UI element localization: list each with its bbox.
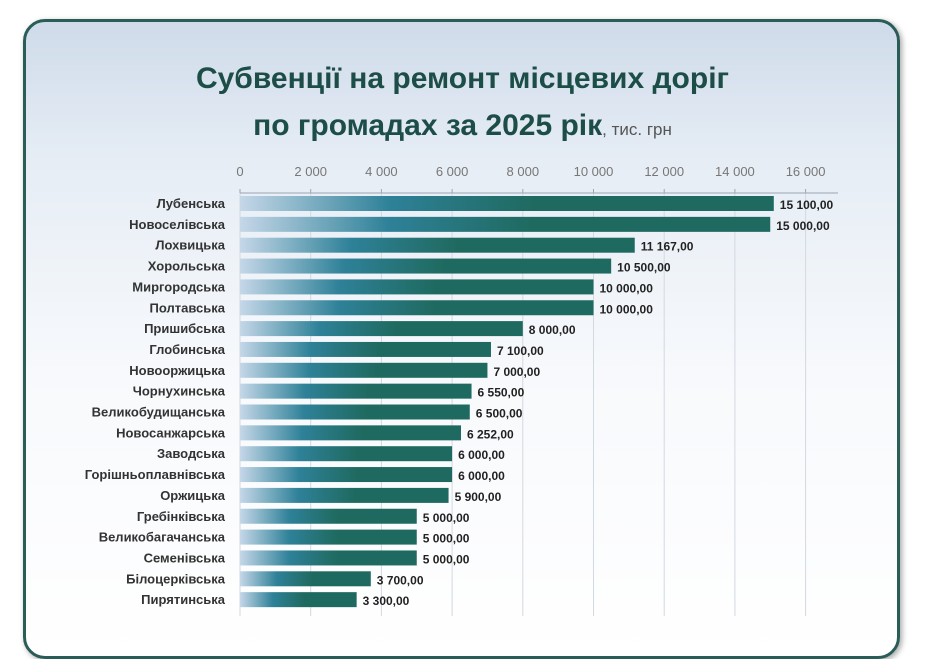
bar [240, 279, 594, 295]
category-label: Новооржицька [129, 363, 225, 378]
category-label: Чорнухинська [133, 384, 226, 399]
data-label: 5 000,00 [423, 552, 470, 566]
category-label: Новосанжарська [116, 425, 226, 440]
bar [240, 550, 417, 566]
category-label: Лохвицька [155, 238, 225, 253]
x-tick-label: 4 000 [365, 164, 398, 179]
x-tick-label: 10 000 [574, 164, 614, 179]
bar [240, 216, 771, 232]
category-label: Великобудищанська [92, 405, 226, 420]
category-label: Лубенська [157, 196, 226, 211]
bar [240, 196, 774, 211]
category-label: Семенівська [144, 550, 226, 565]
chart-card [23, 19, 900, 659]
category-label: Оржицька [160, 488, 226, 503]
bar [240, 425, 462, 441]
bar [240, 467, 453, 483]
data-label: 6 000,00 [458, 448, 505, 462]
x-axis-ticks: 0 2 000 4 000 6 000 8 000 10 000 12 000 14 000 1… [236, 164, 825, 193]
bar [240, 321, 523, 337]
data-label: 10 000,00 [600, 281, 654, 295]
category-label: Глобинська [149, 342, 225, 357]
category-label: Хорольська [148, 259, 226, 274]
bar [240, 341, 491, 357]
data-label: 10 500,00 [617, 261, 671, 275]
x-tick-label: 12 000 [644, 164, 684, 179]
category-label: Миргородська [132, 279, 225, 294]
bar [240, 300, 594, 316]
category-label: Пирятинська [141, 592, 226, 607]
category-label: Полтавська [150, 300, 226, 315]
x-tick-label: 14 000 [715, 164, 755, 179]
category-label: Гребінківська [137, 509, 226, 524]
data-label: 15 100,00 [780, 198, 834, 212]
data-label: 5 000,00 [423, 511, 470, 525]
chart-unit: , тис. грн [602, 120, 672, 139]
data-label: 3 700,00 [377, 573, 424, 587]
value-labels: 15 100,00 15 000,00 11 167,00 10 500,00 10 0… [363, 198, 834, 608]
bar [240, 404, 470, 420]
data-label: 3 300,00 [363, 594, 410, 608]
category-label: Горішньоплавнівська [85, 467, 226, 482]
chart-title: Субвенції на ремонт місцевих доріг [195, 62, 730, 95]
category-label: Заводська [157, 446, 226, 461]
x-tick-label: 16 000 [786, 164, 826, 179]
category-label: Великобагачанська [99, 530, 226, 545]
x-tick-label: 6 000 [436, 164, 469, 179]
data-label: 6 500,00 [476, 407, 523, 421]
bar [240, 487, 449, 503]
chart-subtitle-line: по громадах за 2025 рік, тис. грн [0, 109, 925, 143]
bar [240, 529, 417, 545]
bar [240, 571, 371, 587]
bar [240, 383, 472, 399]
x-tick-label: 0 [236, 164, 243, 179]
bar-chart: 0 2 000 4 000 6 000 8 000 10 000 12 000 14 000 1… [85, 164, 838, 616]
x-tick-label: 8 000 [507, 164, 540, 179]
bars [240, 196, 774, 608]
data-label: 6 252,00 [467, 427, 514, 441]
category-label: Пришибська [144, 321, 226, 336]
bar [240, 237, 635, 253]
bar [240, 446, 453, 462]
bar [240, 508, 417, 524]
category-label: Білоцерківська [126, 571, 226, 586]
bar [240, 258, 612, 274]
bar [240, 592, 357, 608]
bar [240, 362, 488, 378]
data-label: 8 000,00 [529, 323, 576, 337]
chart-subtitle: по громадах за 2025 рік [253, 109, 603, 142]
data-label: 11 167,00 [641, 240, 694, 254]
data-label: 7 000,00 [493, 365, 540, 379]
data-label: 6 000,00 [458, 469, 505, 483]
data-label: 10 000,00 [600, 302, 654, 316]
category-labels: Лубенська Новоселівська Лохвицька Хорольськ… [85, 196, 226, 607]
data-label: 5 000,00 [423, 532, 470, 546]
data-label: 15 000,00 [776, 219, 830, 233]
data-label: 6 550,00 [478, 386, 525, 400]
x-tick-label: 2 000 [294, 164, 327, 179]
data-label: 5 900,00 [455, 490, 502, 504]
data-label: 7 100,00 [497, 344, 544, 358]
category-label: Новоселівська [129, 217, 226, 232]
